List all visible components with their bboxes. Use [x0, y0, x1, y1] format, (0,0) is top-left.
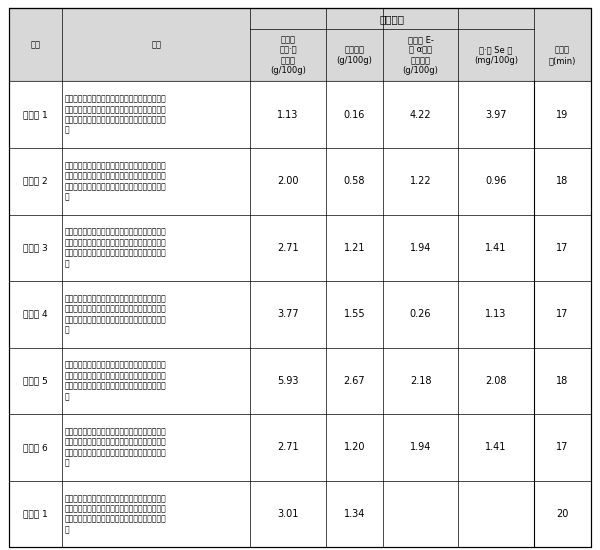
Text: 内容物色泽、形态：红褐色油状物；外观色泽、形
态：暗红色橄橄形软胶囊；气味和滤味：具有该产
品特有气味、滤味，无异味；杂质：无外来可见杂
质: 内容物色泽、形态：红褐色油状物；外观色泽、形 态：暗红色橄橄形软胶囊；气味和滤味… [65, 95, 167, 135]
Text: 19: 19 [556, 109, 568, 120]
Text: 0.58: 0.58 [344, 176, 365, 186]
Text: 1.13: 1.13 [277, 109, 299, 120]
Text: 内容物色泽、形态：红褐色油状物；外观色泽、形
态：暗红色橄橄形软胶囊；气味和滤味：具有该产
品特有气味、滤味，无异味；杂质：无外来可见杂
质: 内容物色泽、形态：红褐色油状物；外观色泽、形 态：暗红色橄橄形软胶囊；气味和滤味… [65, 427, 167, 468]
Text: 4.22: 4.22 [410, 109, 431, 120]
Bar [9, 81, 591, 148]
Text: 内容物色泽、形态：红褐色油状物；外观色泽、形
态：暗红色橄橄形软胶囊；气味和滤味：具有该产
品特有气味、滤味，无异味；杂质：无外来可见杂
质: 内容物色泽、形态：红褐色油状物；外观色泽、形 态：暗红色橄橄形软胶囊；气味和滤味… [65, 494, 167, 534]
Text: 1.94: 1.94 [410, 442, 431, 453]
Text: 内容物色泽、形态：红褐色油状物；外观色泽、形
态：暗红色橄橄形软胶囊；气味和滤味：具有该产
品特有气味、滤味，无异味；杂质：无外来可见杂
质: 内容物色泽、形态：红褐色油状物；外观色泽、形 态：暗红色橄橄形软胶囊；气味和滤味… [65, 228, 167, 268]
Text: 18: 18 [556, 176, 568, 186]
Text: 2.67: 2.67 [343, 376, 365, 386]
Text: 实施例 2: 实施例 2 [23, 177, 48, 186]
Text: 0.96: 0.96 [485, 176, 506, 186]
Text: 实施例 5: 实施例 5 [23, 376, 48, 386]
Text: 2.18: 2.18 [410, 376, 431, 386]
Bar [9, 348, 591, 414]
Bar [9, 8, 591, 81]
Bar [9, 148, 591, 214]
Text: 20: 20 [556, 509, 569, 519]
Text: 1.21: 1.21 [344, 243, 365, 253]
Text: 3.01: 3.01 [277, 509, 299, 519]
Text: 1.13: 1.13 [485, 309, 506, 320]
Bar [9, 29, 591, 81]
Text: 1.41: 1.41 [485, 243, 506, 253]
Text: 17: 17 [556, 442, 569, 453]
Text: 1.55: 1.55 [343, 309, 365, 320]
Text: 1.34: 1.34 [344, 509, 365, 519]
Text: 0.26: 0.26 [410, 309, 431, 320]
Text: 17: 17 [556, 309, 569, 320]
Text: 3.77: 3.77 [277, 309, 299, 320]
Text: 内容物色泽、形态：红褐色油状物；外观色泽、形
态：暗红色橄橄形软胶囊；气味和滤味：具有该产
品特有气味、滤味，无异味；杂质：无外来可见杂
质: 内容物色泽、形态：红褐色油状物；外观色泽、形 态：暗红色橄橄形软胶囊；气味和滤味… [65, 361, 167, 401]
Text: 5.93: 5.93 [277, 376, 299, 386]
Text: 1.94: 1.94 [410, 243, 431, 253]
Text: 内容物色泽、形态：红褐色油状物；外观色泽、形
态：暗红色橄橄形软胶囊；气味和滤味：具有该产
品特有气味、滤味，无异味；杂质：无外来可见杂
质: 内容物色泽、形态：红褐色油状物；外观色泽、形 态：暗红色橄橄形软胶囊；气味和滤味… [65, 294, 167, 334]
Text: 1.20: 1.20 [344, 442, 365, 453]
Text: 0.16: 0.16 [344, 109, 365, 120]
Bar [9, 481, 591, 547]
Text: 实施例 3: 实施例 3 [23, 243, 48, 252]
Bar [9, 214, 591, 281]
Text: 组分含量: 组分含量 [379, 14, 404, 24]
Text: 崩解时
限(min): 崩解时 限(min) [548, 46, 576, 65]
Text: 实施例 6: 实施例 6 [23, 443, 48, 452]
Text: 蜂胶总
黄酮·以
芦丁计
(g/100g): 蜂胶总 黄酮·以 芦丁计 (g/100g) [270, 35, 306, 75]
Text: 维生素 E-
以 α生育
酚当量计
(g/100g): 维生素 E- 以 α生育 酚当量计 (g/100g) [403, 35, 439, 75]
Text: 性状: 性状 [151, 40, 161, 50]
Text: 样品: 样品 [31, 40, 41, 50]
Bar [9, 414, 591, 481]
Bar [9, 281, 591, 348]
Text: 番茄红素
(g/100g): 番茄红素 (g/100g) [337, 46, 372, 65]
Text: 对比例 1: 对比例 1 [23, 509, 48, 519]
Text: 实施例 4: 实施例 4 [23, 310, 48, 319]
Bar [9, 8, 591, 29]
Text: 1.22: 1.22 [410, 176, 431, 186]
Text: 18: 18 [556, 376, 568, 386]
Text: 2.08: 2.08 [485, 376, 507, 386]
Text: 2.71: 2.71 [277, 442, 299, 453]
Text: 实施例 1: 实施例 1 [23, 110, 48, 119]
Text: 2.71: 2.71 [277, 243, 299, 253]
Text: 础·以 Se 计
(mg/100g): 础·以 Se 计 (mg/100g) [474, 46, 518, 65]
Text: 内容物色泽、形态：红褐色油状物；外观色泽、形
态：暗红色橄橄形软胶囊；气味和滤味：具有该产
品特有气味、滤味，无异味；杂质：无外来可见杂
质: 内容物色泽、形态：红褐色油状物；外观色泽、形 态：暗红色橄橄形软胶囊；气味和滤味… [65, 161, 167, 201]
Text: 17: 17 [556, 243, 569, 253]
Text: 3.97: 3.97 [485, 109, 507, 120]
Text: 1.41: 1.41 [485, 442, 506, 453]
Text: 2.00: 2.00 [277, 176, 299, 186]
